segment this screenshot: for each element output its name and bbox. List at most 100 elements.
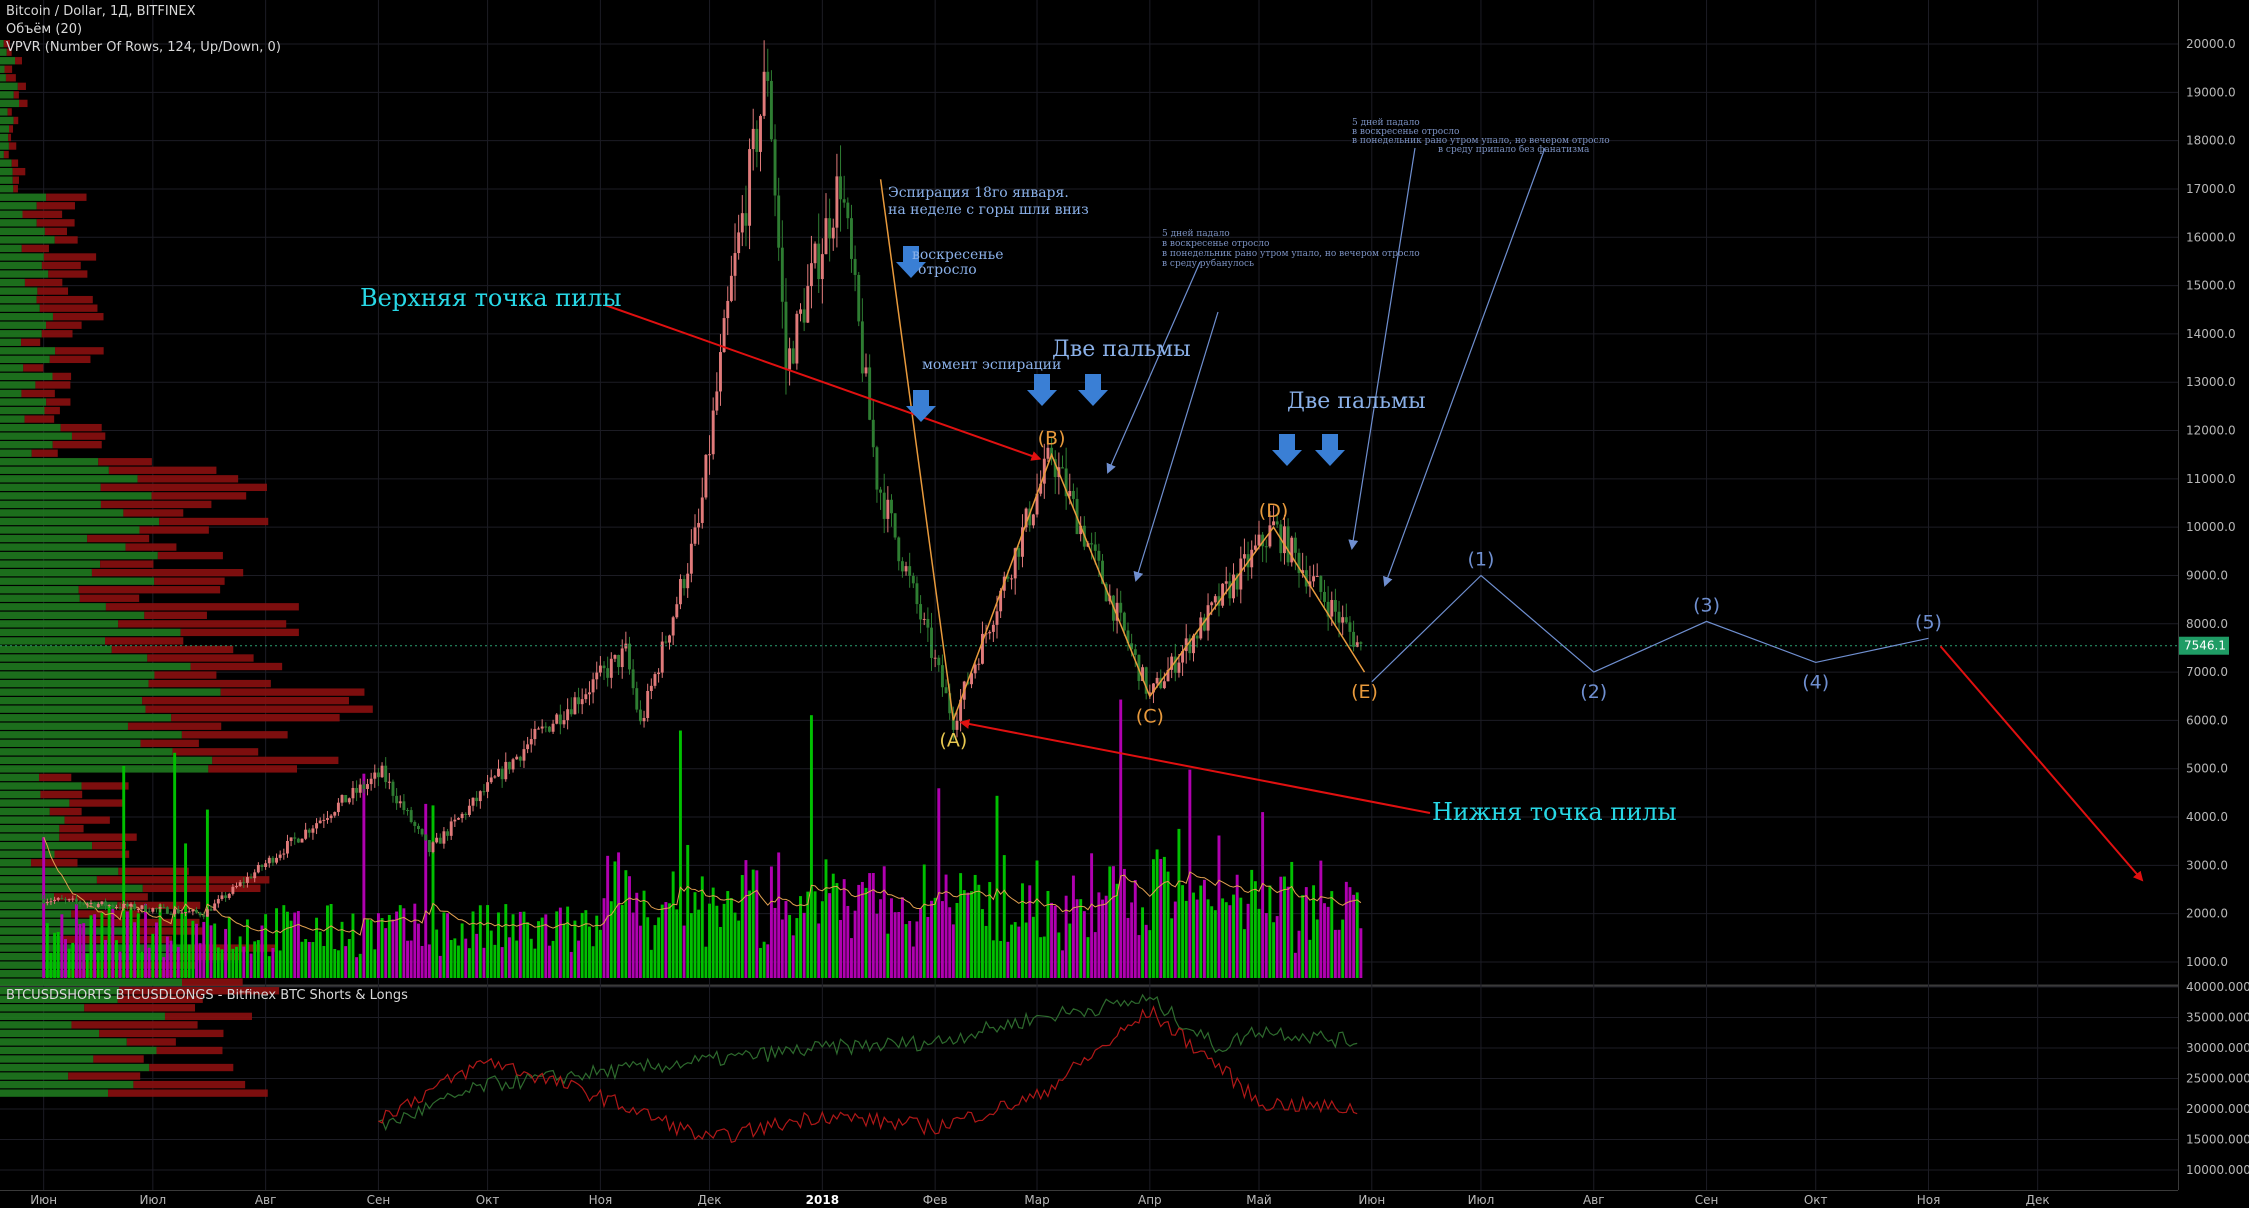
small-note-b: в среду припало без фанатизма [1438, 144, 1590, 155]
volume-bar [427, 944, 431, 978]
vpvr-row-up [0, 381, 36, 389]
candle [857, 274, 861, 322]
candle [78, 901, 82, 904]
volume-bar [347, 938, 351, 978]
vpvr-row-up [0, 901, 118, 910]
volume-bar [1068, 923, 1072, 978]
volume-bar [857, 884, 861, 978]
volume-bar [850, 938, 853, 978]
candle [609, 658, 613, 678]
vpvr-row-down [41, 261, 81, 270]
candle [1053, 459, 1057, 478]
x-tick-label: Июл [139, 1193, 166, 1207]
candle [100, 901, 104, 905]
volume-bar [1013, 922, 1017, 978]
vpvr-row-up [0, 1038, 127, 1046]
vpvr-row-up [0, 918, 95, 927]
sunday-note: воскресенье [912, 247, 1004, 263]
volume-bar [1213, 910, 1217, 978]
candle [970, 673, 973, 685]
volume-bar [460, 923, 464, 978]
vpvr-row-down [182, 978, 243, 986]
candle [1144, 667, 1148, 694]
candle [551, 723, 555, 732]
vpvr-row-up [0, 432, 72, 440]
vpvr-row-down [22, 210, 63, 218]
vpvr-row-up [0, 679, 149, 688]
volume-bar [507, 937, 511, 978]
vpvr-row-up [0, 492, 152, 500]
candle [628, 643, 631, 670]
vpvr-row-down [164, 1012, 252, 1021]
volume-bar [1304, 887, 1308, 978]
volume-bar [991, 940, 995, 978]
volume-bar [216, 947, 220, 978]
vpvr-row-up [0, 389, 22, 398]
volume-bar [1206, 899, 1210, 978]
vpvr-row-up [0, 108, 8, 116]
volume-bar [114, 940, 118, 978]
volume-bar [1279, 876, 1283, 978]
volume-bar [1319, 860, 1323, 978]
candle [391, 781, 395, 796]
volume-bar [1264, 913, 1268, 978]
candle [1010, 578, 1014, 580]
volume-bar [351, 913, 355, 978]
vpvr-row-down [21, 338, 41, 346]
candle [1148, 692, 1152, 694]
y-tick-label: 17000.0 [2186, 182, 2236, 196]
vpvr-row-down [15, 57, 22, 65]
volume-bar [740, 874, 744, 978]
y-tick-label: 5000.0 [2186, 762, 2228, 776]
two-palms-label: Две пальмы [1052, 337, 1191, 362]
vpvr-row-up [0, 1063, 150, 1072]
candle [1177, 662, 1181, 673]
candle [151, 908, 155, 912]
vpvr-row-down [36, 295, 93, 304]
volume-bar [369, 920, 373, 978]
vpvr-row-down [137, 475, 239, 483]
volume-bar [96, 952, 100, 978]
candle [89, 903, 93, 905]
candle [413, 822, 417, 826]
candle [227, 893, 231, 898]
volume-bar [631, 912, 635, 978]
vpvr-row-down [159, 517, 269, 526]
vpvr-row-up [0, 526, 140, 534]
candle [315, 823, 319, 829]
volume-bar [500, 947, 504, 978]
volume-bar [133, 922, 137, 978]
small-note-a: в понедельник рано утром упало, но вечер… [1162, 249, 1420, 259]
x-tick-label: Дек [698, 1193, 722, 1207]
vpvr-row-up [0, 193, 47, 201]
volume-bar [318, 931, 322, 978]
candle [304, 829, 308, 839]
vpvr-row-up [0, 219, 37, 227]
volume-bar [522, 911, 526, 978]
volume-bar [475, 933, 479, 978]
vpvr-row-down [212, 756, 339, 765]
candle [1031, 514, 1035, 526]
volume-bar [300, 941, 304, 978]
candle [1093, 544, 1097, 551]
volume-bar [609, 901, 613, 978]
candle [1235, 574, 1239, 590]
candle [602, 665, 606, 669]
volume-bar [398, 905, 402, 978]
volume-bar [140, 951, 144, 978]
volume-bar [387, 914, 391, 978]
candle [1170, 656, 1174, 670]
volume-bar [733, 912, 737, 978]
candle [759, 115, 762, 152]
vpvr-row-up [0, 364, 24, 372]
vpvr-row-up [0, 1072, 69, 1080]
volume-bar [358, 953, 362, 978]
forecast-wave-line [1371, 574, 1929, 683]
vpvr-row-up [0, 696, 143, 705]
volume-bar [824, 859, 828, 978]
volume-bar [784, 901, 788, 978]
volume-bar [238, 936, 242, 978]
x-tick-label: Окт [476, 1193, 500, 1207]
volume-bar [588, 926, 591, 978]
